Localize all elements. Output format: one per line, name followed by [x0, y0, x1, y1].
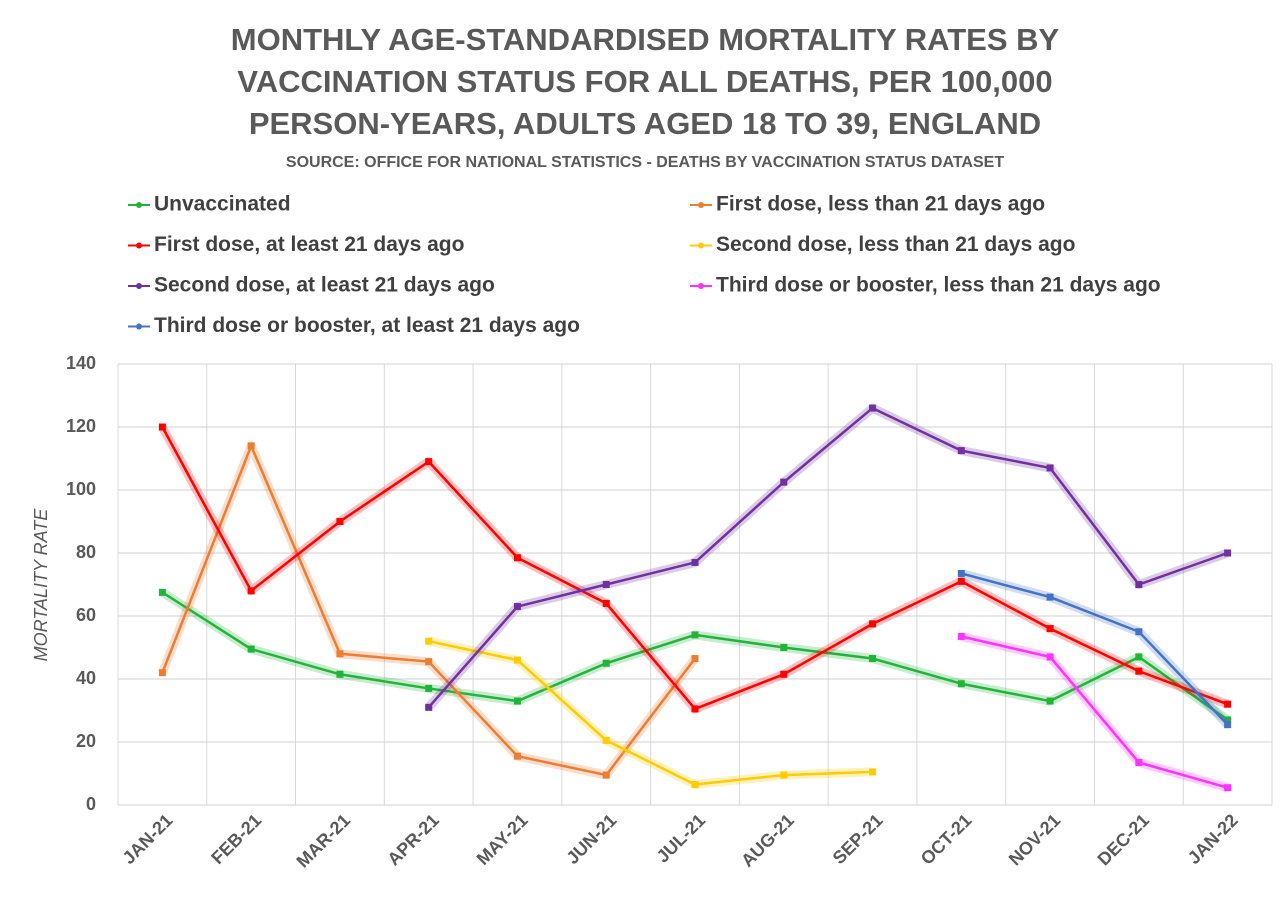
point — [513, 697, 521, 705]
legend-label: Third dose or booster, less than 21 days… — [716, 274, 1161, 297]
y-tick-label: 100 — [66, 479, 96, 499]
point — [247, 442, 255, 450]
point — [513, 603, 521, 611]
legend-marker — [136, 323, 142, 330]
legend-label: Second dose, less than 21 days ago — [716, 233, 1075, 256]
point — [957, 447, 965, 455]
point — [869, 655, 877, 663]
y-tick-label: 80 — [76, 542, 96, 562]
point — [336, 650, 344, 658]
series-line — [960, 572, 1229, 726]
point — [336, 670, 344, 678]
legend-marker — [698, 202, 704, 208]
point — [780, 478, 788, 486]
point — [691, 631, 699, 639]
legend-label: First dose, less than 21 days ago — [716, 193, 1045, 216]
point — [691, 705, 699, 713]
point — [425, 658, 433, 666]
series-line — [428, 639, 873, 786]
point — [513, 656, 521, 664]
series-line — [427, 406, 1229, 709]
point — [336, 518, 344, 525]
point — [602, 659, 610, 667]
point — [780, 644, 788, 651]
point — [602, 771, 610, 779]
point — [602, 736, 610, 744]
point — [602, 599, 610, 607]
point — [869, 768, 877, 776]
legend-marker — [136, 283, 142, 289]
point — [425, 703, 433, 711]
point — [1224, 549, 1232, 557]
point — [869, 404, 877, 412]
point — [1135, 653, 1143, 661]
point — [780, 670, 788, 678]
point — [425, 458, 433, 466]
y-tick-label: 40 — [76, 668, 96, 688]
point — [1046, 653, 1054, 661]
legend-marker — [698, 283, 704, 289]
point — [158, 669, 166, 677]
point — [1224, 700, 1232, 708]
point — [1135, 581, 1143, 588]
point — [425, 684, 433, 692]
point — [780, 771, 788, 779]
legend-label: Third dose or booster, at least 21 days … — [154, 314, 580, 337]
point — [513, 752, 521, 760]
point — [957, 569, 965, 577]
point — [1224, 784, 1232, 792]
point — [1046, 625, 1054, 633]
chart-subtitle: SOURCE: OFFICE FOR NATIONAL STATISTICS -… — [286, 154, 1004, 171]
point — [1135, 628, 1143, 636]
point — [691, 781, 699, 789]
chart-title: VACCINATION STATUS FOR ALL DEATHS, PER 1… — [237, 64, 1052, 99]
point — [691, 558, 699, 566]
point — [957, 577, 965, 585]
y-tick-label: 20 — [76, 731, 96, 751]
chart-title: MONTHLY AGE-STANDARDISED MORTALITY RATES… — [231, 22, 1060, 57]
point — [1224, 716, 1232, 724]
legend-label: Unvaccinated — [154, 193, 291, 216]
legend-label: First dose, at least 21 days ago — [154, 233, 464, 256]
point — [957, 680, 965, 688]
y-tick-label: 120 — [66, 416, 96, 436]
series-line — [961, 635, 1228, 789]
legend-label: Second dose, at least 21 days ago — [154, 274, 495, 297]
legend-marker — [136, 202, 142, 208]
point — [247, 587, 255, 595]
y-tick-label: 140 — [66, 353, 96, 373]
point — [158, 588, 166, 596]
point — [158, 423, 166, 431]
point — [691, 655, 699, 663]
point — [247, 645, 255, 653]
y-axis-label: MORTALITY RATE — [31, 508, 51, 662]
y-tick-label: 60 — [76, 605, 96, 625]
point — [1135, 667, 1143, 675]
point — [602, 581, 610, 588]
y-tick-label: 0 — [86, 794, 96, 814]
point — [1046, 464, 1054, 472]
point — [1046, 593, 1054, 601]
chart-title: PERSON-YEARS, ADULTS AGED 18 TO 39, ENGL… — [249, 106, 1041, 141]
point — [1224, 721, 1232, 729]
point — [425, 637, 433, 645]
point — [869, 620, 877, 628]
point — [957, 632, 965, 640]
point — [1135, 758, 1143, 766]
legend-marker — [136, 242, 142, 249]
point — [1046, 697, 1054, 705]
point — [513, 554, 521, 562]
legend-marker — [698, 242, 704, 249]
